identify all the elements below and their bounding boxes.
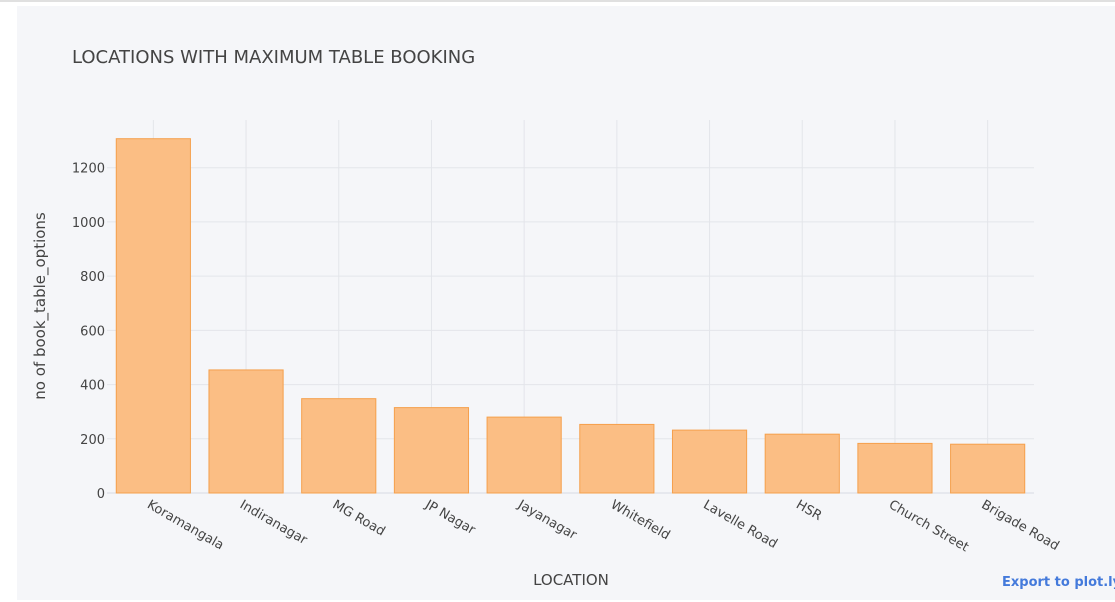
bars	[115, 138, 1026, 494]
export-to-plotly-link[interactable]: Export to plot.ly »	[1002, 575, 1115, 590]
bar	[301, 398, 377, 494]
y-axis-ticks: 0 200 400 600 800 1000 1200	[72, 162, 105, 502]
x-tick-label: Koramangala	[144, 497, 226, 553]
y-axis-title: no of book_table_options	[31, 212, 50, 400]
bar	[579, 423, 655, 494]
bar	[950, 443, 1026, 494]
x-tick-label: Lavelle Road	[701, 497, 780, 551]
x-tick-label: Jayanagar	[514, 497, 579, 543]
bar	[208, 369, 284, 494]
bar	[115, 138, 191, 494]
bar	[671, 429, 748, 494]
x-axis-ticks: Koramangala Indiranagar MG Road JP Nagar Jay…	[144, 497, 1061, 555]
chart-title: LOCATIONS WITH MAXIMUM TABLE BOOKING	[72, 47, 475, 68]
plot-background	[17, 6, 1115, 600]
x-tick-label: Brigade Road	[979, 497, 1062, 554]
bar	[393, 407, 470, 494]
x-tick-label: MG Road	[330, 497, 388, 539]
x-tick-label: Whitefield	[608, 497, 673, 543]
top-divider	[0, 0, 1115, 2]
y-tick-label: 1200	[72, 162, 105, 177]
y-tick-label: 600	[80, 324, 105, 339]
y-tick-label: 200	[80, 433, 105, 448]
bar	[857, 442, 933, 494]
x-tick-label: Church Street	[886, 497, 971, 555]
y-tick-label: 0	[97, 487, 105, 502]
y-tick-label: 400	[80, 379, 105, 394]
bar	[764, 433, 840, 494]
y-tick-label: 1000	[72, 216, 105, 231]
x-tick-label: Indiranagar	[237, 497, 310, 548]
x-axis-title: LOCATION	[533, 571, 609, 589]
bar	[486, 416, 562, 494]
y-tick-label: 800	[80, 270, 105, 285]
x-tick-label: JP Nagar	[422, 497, 479, 538]
x-tick-label: HSR	[793, 497, 824, 524]
